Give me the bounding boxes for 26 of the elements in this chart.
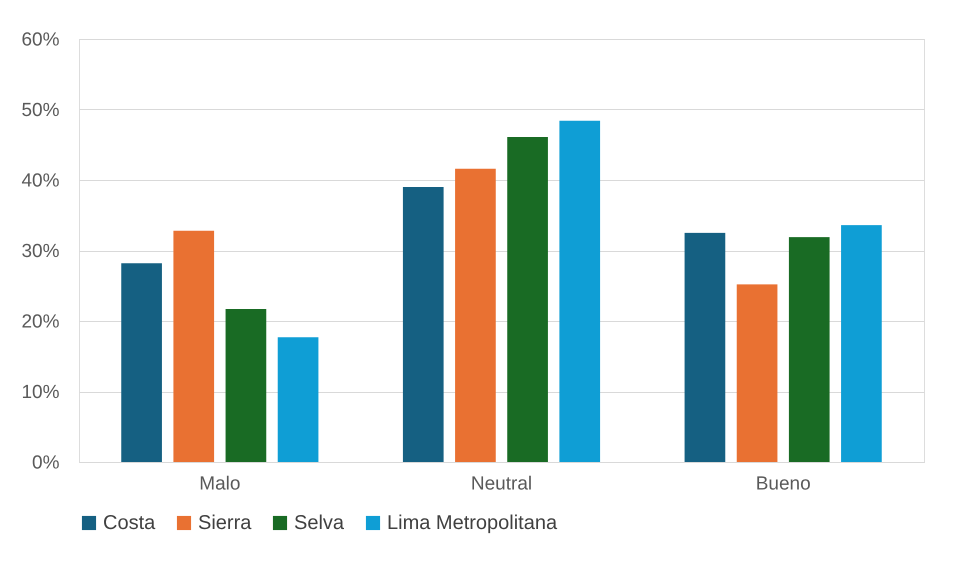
bar (278, 337, 318, 462)
x-tick-label: Neutral (470, 474, 532, 494)
y-tick-label: 0% (32, 452, 60, 474)
bar (173, 230, 214, 462)
y-tick-label: 20% (21, 312, 60, 332)
legend-label: Selva (294, 512, 345, 534)
legend-label: Lima Metropolitana (387, 512, 558, 534)
legend-label: Sierra (198, 512, 252, 534)
legend-label: Costa (103, 512, 156, 534)
bar (684, 232, 726, 462)
x-tick-label: Malo (199, 474, 240, 494)
bar (121, 263, 162, 462)
bar (559, 120, 600, 462)
x-tick-label: Bueno (756, 474, 811, 494)
y-tick-label: 10% (21, 382, 60, 403)
y-tick-label: 40% (21, 170, 60, 192)
bar (788, 237, 830, 462)
y-tick-label: 60% (21, 30, 60, 50)
bar (841, 225, 882, 462)
bar (402, 187, 444, 462)
bar (455, 168, 496, 462)
y-tick-label: 50% (21, 100, 60, 121)
bar (226, 309, 266, 462)
y-tick-label: 30% (21, 241, 60, 262)
bar (736, 284, 778, 462)
bar (507, 136, 548, 462)
